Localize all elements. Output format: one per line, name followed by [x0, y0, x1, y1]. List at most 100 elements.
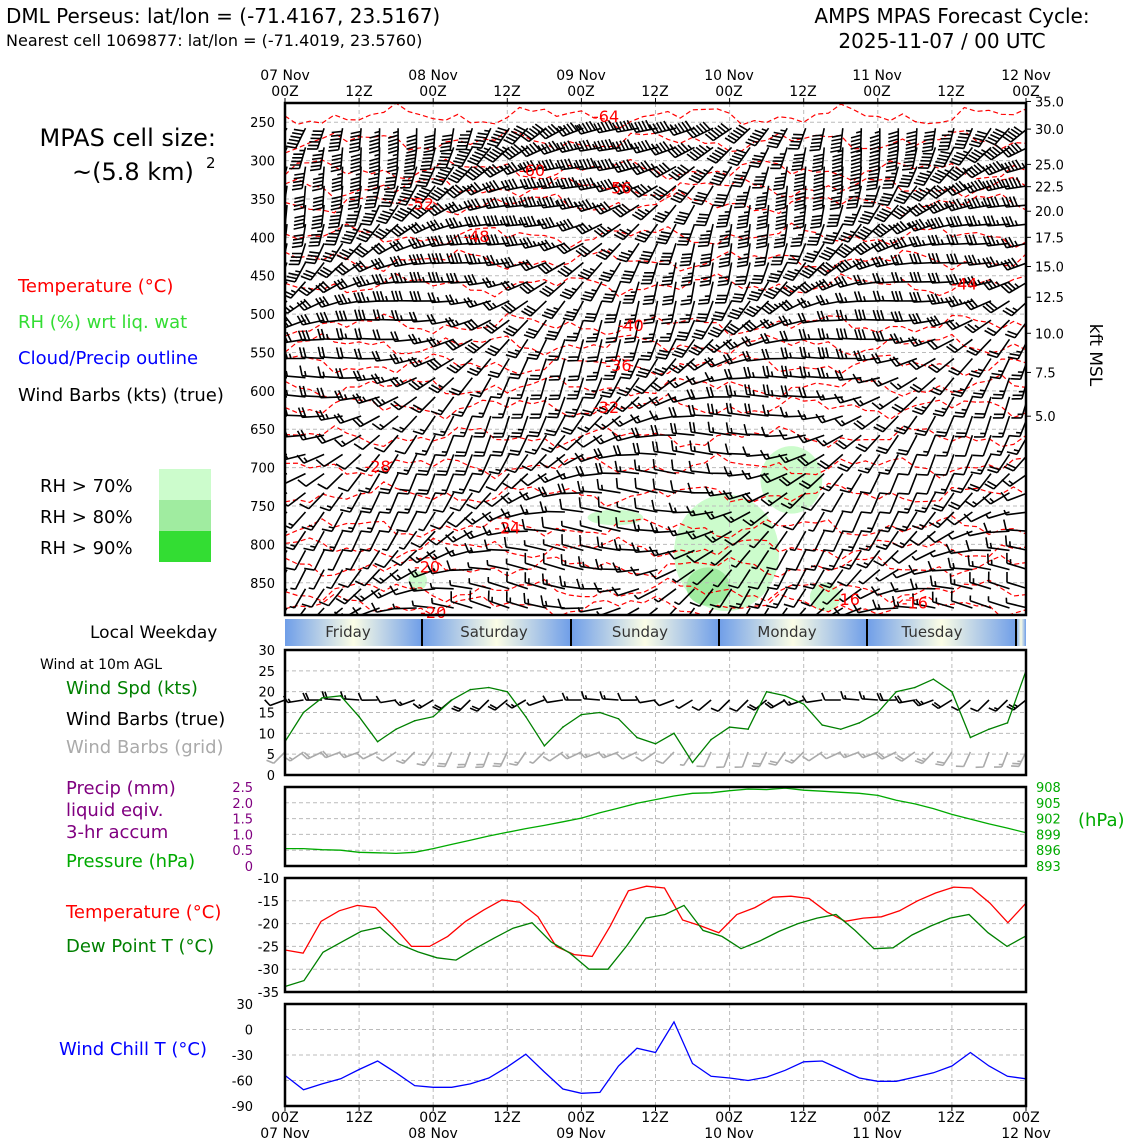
profile-wind-barb	[492, 415, 511, 438]
profile-wind-barb	[981, 160, 1010, 176]
wind-barb-grid	[894, 751, 916, 762]
profile-wind-barb	[527, 415, 548, 438]
windchill-frame	[283, 1002, 1028, 1108]
profile-wind-barb	[526, 338, 548, 360]
profile-wind-barb	[909, 271, 936, 283]
profile-wind-barb	[839, 549, 862, 570]
profile-wind-barb	[1000, 281, 1026, 294]
profile-wind-barb	[352, 370, 380, 382]
profile-wind-barb	[667, 376, 695, 389]
profile-wind-barb	[914, 492, 937, 513]
profile-wind-barb	[927, 357, 955, 374]
profile-wind-barb	[372, 223, 399, 240]
profile-wind-barb	[285, 414, 288, 417]
profile-wind-barb	[328, 128, 344, 152]
precip-tick-label: 0.5	[232, 844, 253, 859]
wind-tick-label: 5	[267, 748, 275, 763]
profile-wind-barb	[359, 530, 381, 552]
profile-wind-barb	[806, 223, 825, 246]
profile-wind-barb	[308, 569, 325, 590]
profile-wind-barb	[734, 185, 751, 209]
profile-wind-barb	[463, 529, 492, 540]
profile-wind-barb	[818, 242, 844, 261]
rh-70-swatch	[159, 469, 211, 500]
wind-speed-point	[673, 732, 675, 735]
profile-wind-barb	[632, 377, 659, 395]
temperature-tick-label: -25	[258, 940, 279, 955]
profile-wind-barb	[338, 569, 362, 589]
profile-wind-barb	[909, 530, 936, 546]
profile-wind-barb	[445, 217, 473, 229]
profile-wind-barb	[616, 607, 640, 615]
wind-barbs-true-label: Wind Barbs (true)	[66, 709, 225, 730]
wind-tick-label: 30	[258, 644, 275, 659]
profile-wind-barb	[774, 185, 788, 211]
profile-wind-barb	[688, 338, 714, 356]
profile-wind-barb	[716, 204, 733, 228]
profile-wind-barb	[871, 330, 899, 342]
profile-wind-barb	[599, 377, 622, 398]
profile-wind-barb	[317, 328, 343, 341]
profile-wind-barb	[560, 520, 584, 532]
profile-wind-barb	[538, 453, 566, 469]
profile-wind-barb	[611, 119, 640, 133]
profile-wind-barb	[315, 311, 343, 324]
profile-wind-barb	[822, 511, 844, 533]
profile-wind-barb	[613, 396, 640, 413]
profile-wind-barb	[857, 453, 881, 474]
profile-wind-barb	[537, 239, 566, 252]
profile-wind-barb	[882, 166, 900, 189]
bottom-hour-label: 00Z	[419, 1110, 446, 1126]
profile-wind-barb	[321, 511, 344, 533]
profile-wind-barb	[500, 300, 529, 314]
top-day-label: 09 Nov	[556, 68, 606, 84]
profile-wind-barb	[745, 607, 751, 615]
weekday-label: Friday	[325, 623, 371, 641]
profile-wind-barb	[723, 466, 751, 477]
profile-wind-barb	[823, 530, 844, 552]
profile-wind-barb	[491, 434, 511, 457]
profile-wind-barb	[928, 511, 955, 529]
profile-wind-barb	[390, 331, 417, 343]
profile-wind-barb	[309, 147, 325, 172]
profile-wind-barb	[860, 492, 881, 514]
profile-wind-barb	[889, 356, 918, 367]
profile-wind-barb	[890, 204, 918, 220]
profile-wind-barb	[908, 202, 936, 217]
wind-frame	[283, 648, 1028, 777]
profile-wind-barb	[835, 328, 862, 341]
profile-wind-barb	[616, 242, 640, 263]
kft-tick-label: 22.5	[1035, 181, 1064, 196]
profile-wind-barb	[686, 388, 714, 400]
profile-wind-barb	[905, 128, 918, 154]
profile-wind-barb	[896, 434, 918, 456]
wind-barb-true	[469, 699, 490, 712]
profile-wind-barb	[879, 492, 900, 514]
bottom-day-label: 11 Nov	[852, 1126, 902, 1140]
wind-barb-grid	[784, 751, 805, 764]
profile-wind-barb	[293, 185, 307, 211]
profile-wind-barb	[481, 300, 510, 311]
profile-wind-barb	[873, 549, 899, 567]
profile-wind-barb	[822, 223, 844, 245]
profile-wind-barb	[315, 433, 343, 444]
profile-wind-barb	[315, 453, 344, 468]
profile-wind-barb	[370, 373, 399, 385]
profile-wind-barb	[699, 243, 714, 268]
profile-wind-barb	[485, 473, 510, 492]
profile-wind-barb	[613, 223, 640, 241]
profile-wind-barb	[1001, 196, 1026, 208]
profile-wind-barb	[574, 177, 603, 191]
cycle-title-line1: AMPS MPAS Forecast Cycle:	[814, 4, 1089, 28]
profile-wind-barb	[686, 506, 714, 517]
profile-wind-barb	[667, 142, 695, 159]
profile-wind-barb	[879, 473, 900, 495]
profile-wind-barb	[967, 555, 992, 571]
wind-barb-grid	[914, 751, 934, 765]
profile-wind-barb	[685, 121, 714, 139]
profile-wind-barb	[567, 339, 585, 362]
profile-wind-barb	[353, 242, 381, 258]
profile-wind-barb	[902, 147, 918, 171]
profile-wind-barb	[892, 530, 918, 549]
wind-barb-true	[950, 699, 971, 712]
